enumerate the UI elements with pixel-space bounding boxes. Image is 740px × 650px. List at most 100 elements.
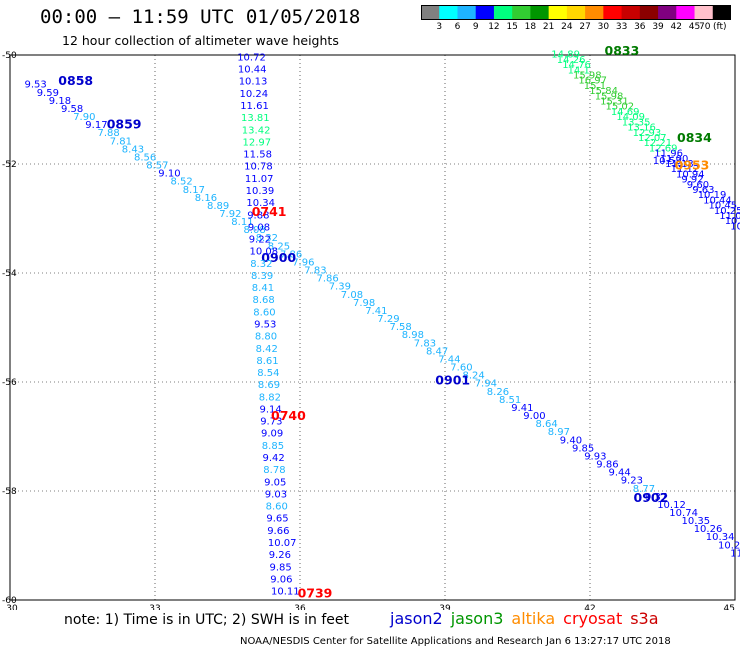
swh-value-label: 9.37	[645, 492, 667, 503]
swh-value-label: 10.12	[657, 500, 686, 511]
swh-value-label: 8.98	[402, 330, 424, 341]
color-swatch	[530, 5, 550, 20]
swh-value-label: 10.94	[676, 169, 705, 180]
swh-value-label: 8.32	[250, 259, 272, 270]
swh-value-label: 8.25	[268, 241, 290, 252]
pass-time-label: 0902	[634, 490, 669, 505]
swh-value-label: 9.86	[596, 460, 618, 471]
swh-value-label: 9.85	[572, 443, 594, 454]
swh-value-label: 8.11	[231, 217, 253, 228]
swh-value-label: 13.16	[627, 123, 656, 134]
swh-value-label: 8.08	[244, 225, 266, 236]
swh-value-label: 7.96	[292, 258, 314, 269]
color-swatch	[694, 5, 714, 20]
swh-value-label: 14.89	[551, 50, 580, 61]
color-scale-unit: (ft)	[713, 22, 727, 32]
color-swatch	[566, 5, 586, 20]
swh-value-label: 8.17	[183, 185, 205, 196]
color-scale-label: 15	[506, 22, 518, 32]
swh-value-label: 9.53	[25, 80, 47, 91]
swh-value-label: 9.17	[85, 120, 107, 131]
legend-entry-altika: altika	[511, 609, 556, 628]
swh-value-label: 8.60	[253, 307, 275, 318]
swh-value-label: 11.6	[730, 548, 740, 559]
color-swatch	[676, 5, 696, 20]
swh-value-label: 7.08	[341, 290, 363, 301]
swh-value-label: 14.09	[616, 112, 645, 123]
swh-value-label: 11.96	[654, 149, 683, 160]
pass-time-label: 0859	[107, 117, 142, 132]
swh-value-label: 10.5	[725, 216, 740, 227]
swh-value-label: 9.10	[158, 169, 180, 180]
swh-value-label: 9.73	[260, 417, 282, 428]
swh-value-label: 9.53	[254, 320, 276, 331]
legend-entry-jason2: jason2	[390, 609, 443, 628]
color-scale-label: 3	[436, 22, 443, 32]
swh-value-label: 9.03	[265, 489, 287, 500]
swh-value-label: 10.53	[653, 156, 682, 167]
swh-value-label: 12.69	[649, 143, 678, 154]
swh-value-label: 14.76	[562, 60, 591, 71]
y-tick-label: -56	[2, 378, 17, 388]
color-swatch	[712, 5, 731, 20]
swh-value-label: 10.25	[714, 206, 740, 217]
swh-value-label: 8.80	[255, 332, 277, 343]
swh-value-label: 8.85	[262, 441, 284, 452]
swh-value-label: 9.93	[584, 451, 606, 462]
swh-value-label: 9.42	[263, 453, 285, 464]
swh-value-label: 8.26	[487, 387, 509, 398]
swh-value-label: 7.94	[475, 379, 497, 390]
swh-value-label: 8.57	[146, 161, 168, 172]
color-scale-label: 6	[454, 22, 461, 32]
color-swatch	[512, 5, 531, 20]
swh-value-label: 9.08	[248, 222, 270, 233]
color-swatch	[603, 5, 623, 20]
swh-value-label: 10.34	[246, 198, 275, 209]
swh-value-label: 7.39	[329, 282, 351, 293]
swh-value-label: 9.22	[249, 235, 271, 246]
pass-time-label: 0833	[605, 43, 640, 58]
swh-value-label: 7.58	[390, 322, 412, 333]
pass-time-label: 0740	[271, 408, 306, 423]
swh-value-label: 7.81	[110, 136, 132, 147]
swh-value-label: 14.69	[611, 107, 640, 118]
legend-entry-jason3: jason3	[450, 609, 504, 628]
swh-value-label: 7.90	[73, 112, 95, 123]
x-tick-label: 33	[149, 604, 160, 610]
color-scale-label: 24	[561, 22, 573, 32]
swh-value-label: 15.02	[606, 102, 635, 113]
color-scale-label: 9	[472, 22, 479, 32]
color-scale-label: 27	[579, 22, 591, 32]
swh-value-label: 8.97	[548, 427, 570, 438]
swh-value-label: 13.35	[622, 117, 651, 128]
swh-value-label: 7.44	[438, 355, 460, 366]
legend-entry-cryosat: cryosat	[563, 609, 623, 628]
chart-subtitle: 12 hour collection of altimeter wave hei…	[62, 33, 339, 48]
x-tick-label: 30	[6, 604, 18, 610]
swh-value-label: 15.1	[584, 81, 606, 92]
color-swatch	[421, 5, 440, 20]
swh-value-label: 10.28	[718, 540, 740, 551]
color-swatch	[439, 5, 458, 20]
swh-value-label: 10.07	[268, 538, 297, 549]
swh-value-label: 9.00	[523, 411, 545, 422]
swh-value-label: 8.61	[256, 356, 278, 367]
swh-value-label: 12.97	[243, 137, 272, 148]
color-swatch	[548, 5, 568, 20]
swh-value-label: 15.84	[589, 86, 618, 97]
legend-entry-s3a: s3a	[630, 609, 659, 628]
swh-value-label: 9.60	[687, 180, 709, 191]
color-swatch	[475, 5, 495, 20]
swh-value-label: 7.88	[98, 128, 120, 139]
swh-value-label: 9.26	[269, 550, 291, 561]
swh-value-label: 8.43	[122, 144, 144, 155]
swh-value-label: 8.78	[263, 465, 285, 476]
y-tick-label: -60	[2, 596, 17, 606]
swh-value-label: 11.07	[719, 211, 740, 222]
footnote: note: 1) Time is in UTC; 2) SWH is in fe…	[64, 612, 350, 628]
swh-value-label: 8.16	[195, 193, 217, 204]
pass-time-label: 0739	[298, 585, 333, 600]
satellite-legend: jason2 jason3 altika cryosat s3a	[390, 609, 667, 628]
swh-value-label: 7.86	[280, 249, 302, 260]
swh-value-label: 8.52	[171, 177, 193, 188]
